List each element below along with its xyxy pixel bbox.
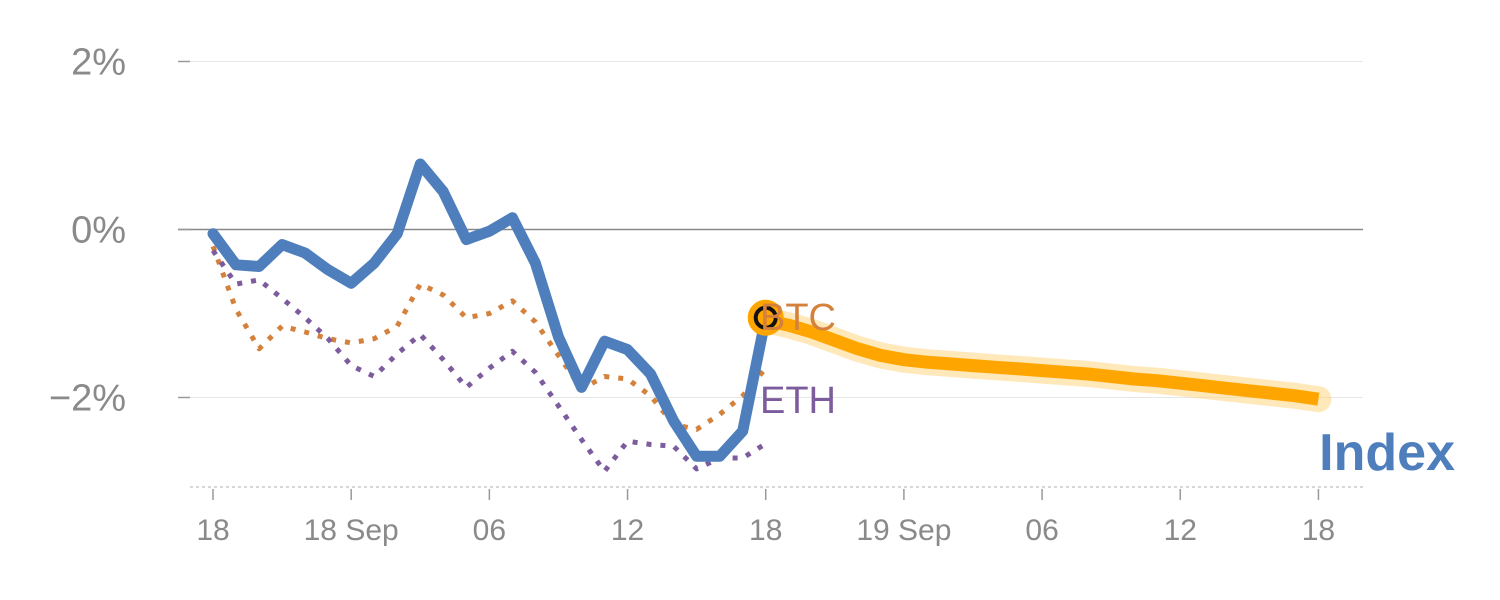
x-tick-label-7: 12 bbox=[1164, 514, 1197, 547]
current-value-marker bbox=[747, 299, 784, 336]
x-tick-label-1: 18 Sep bbox=[304, 514, 399, 547]
x-tick-label-5: 19 Sep bbox=[856, 514, 951, 547]
index-label: Index bbox=[1319, 424, 1455, 482]
btc-label: BTC bbox=[760, 297, 836, 339]
x-tick-label-6: 06 bbox=[1025, 514, 1058, 547]
y-tick-label-0: 2% bbox=[71, 42, 126, 84]
index-line bbox=[207, 158, 772, 462]
x-tick-label-3: 12 bbox=[611, 514, 644, 547]
x-tick-label-4: 18 bbox=[749, 514, 782, 547]
x-tick-label-2: 06 bbox=[473, 514, 506, 547]
current-marker-outer bbox=[747, 299, 784, 336]
eth-label: ETH bbox=[760, 380, 836, 422]
x-tick-label-0: 18 bbox=[196, 514, 229, 547]
y-tick-label-1: 0% bbox=[71, 210, 126, 252]
x-axis: 18 18 Sep 06 12 18 19 Sep 06 12 18 bbox=[190, 486, 1363, 547]
forecast-line bbox=[764, 313, 1320, 406]
gridlines bbox=[178, 61, 1363, 398]
x-tick-label-8: 18 bbox=[1302, 514, 1335, 547]
eth-line bbox=[210, 249, 768, 474]
y-axis: 2% 0% −2% bbox=[49, 42, 190, 420]
y-tick-label-2: −2% bbox=[49, 378, 126, 420]
current-marker-ring bbox=[753, 305, 778, 330]
series bbox=[207, 158, 1332, 474]
series-labels: BTC ETH Index bbox=[760, 297, 1455, 482]
btc-line bbox=[210, 245, 768, 432]
